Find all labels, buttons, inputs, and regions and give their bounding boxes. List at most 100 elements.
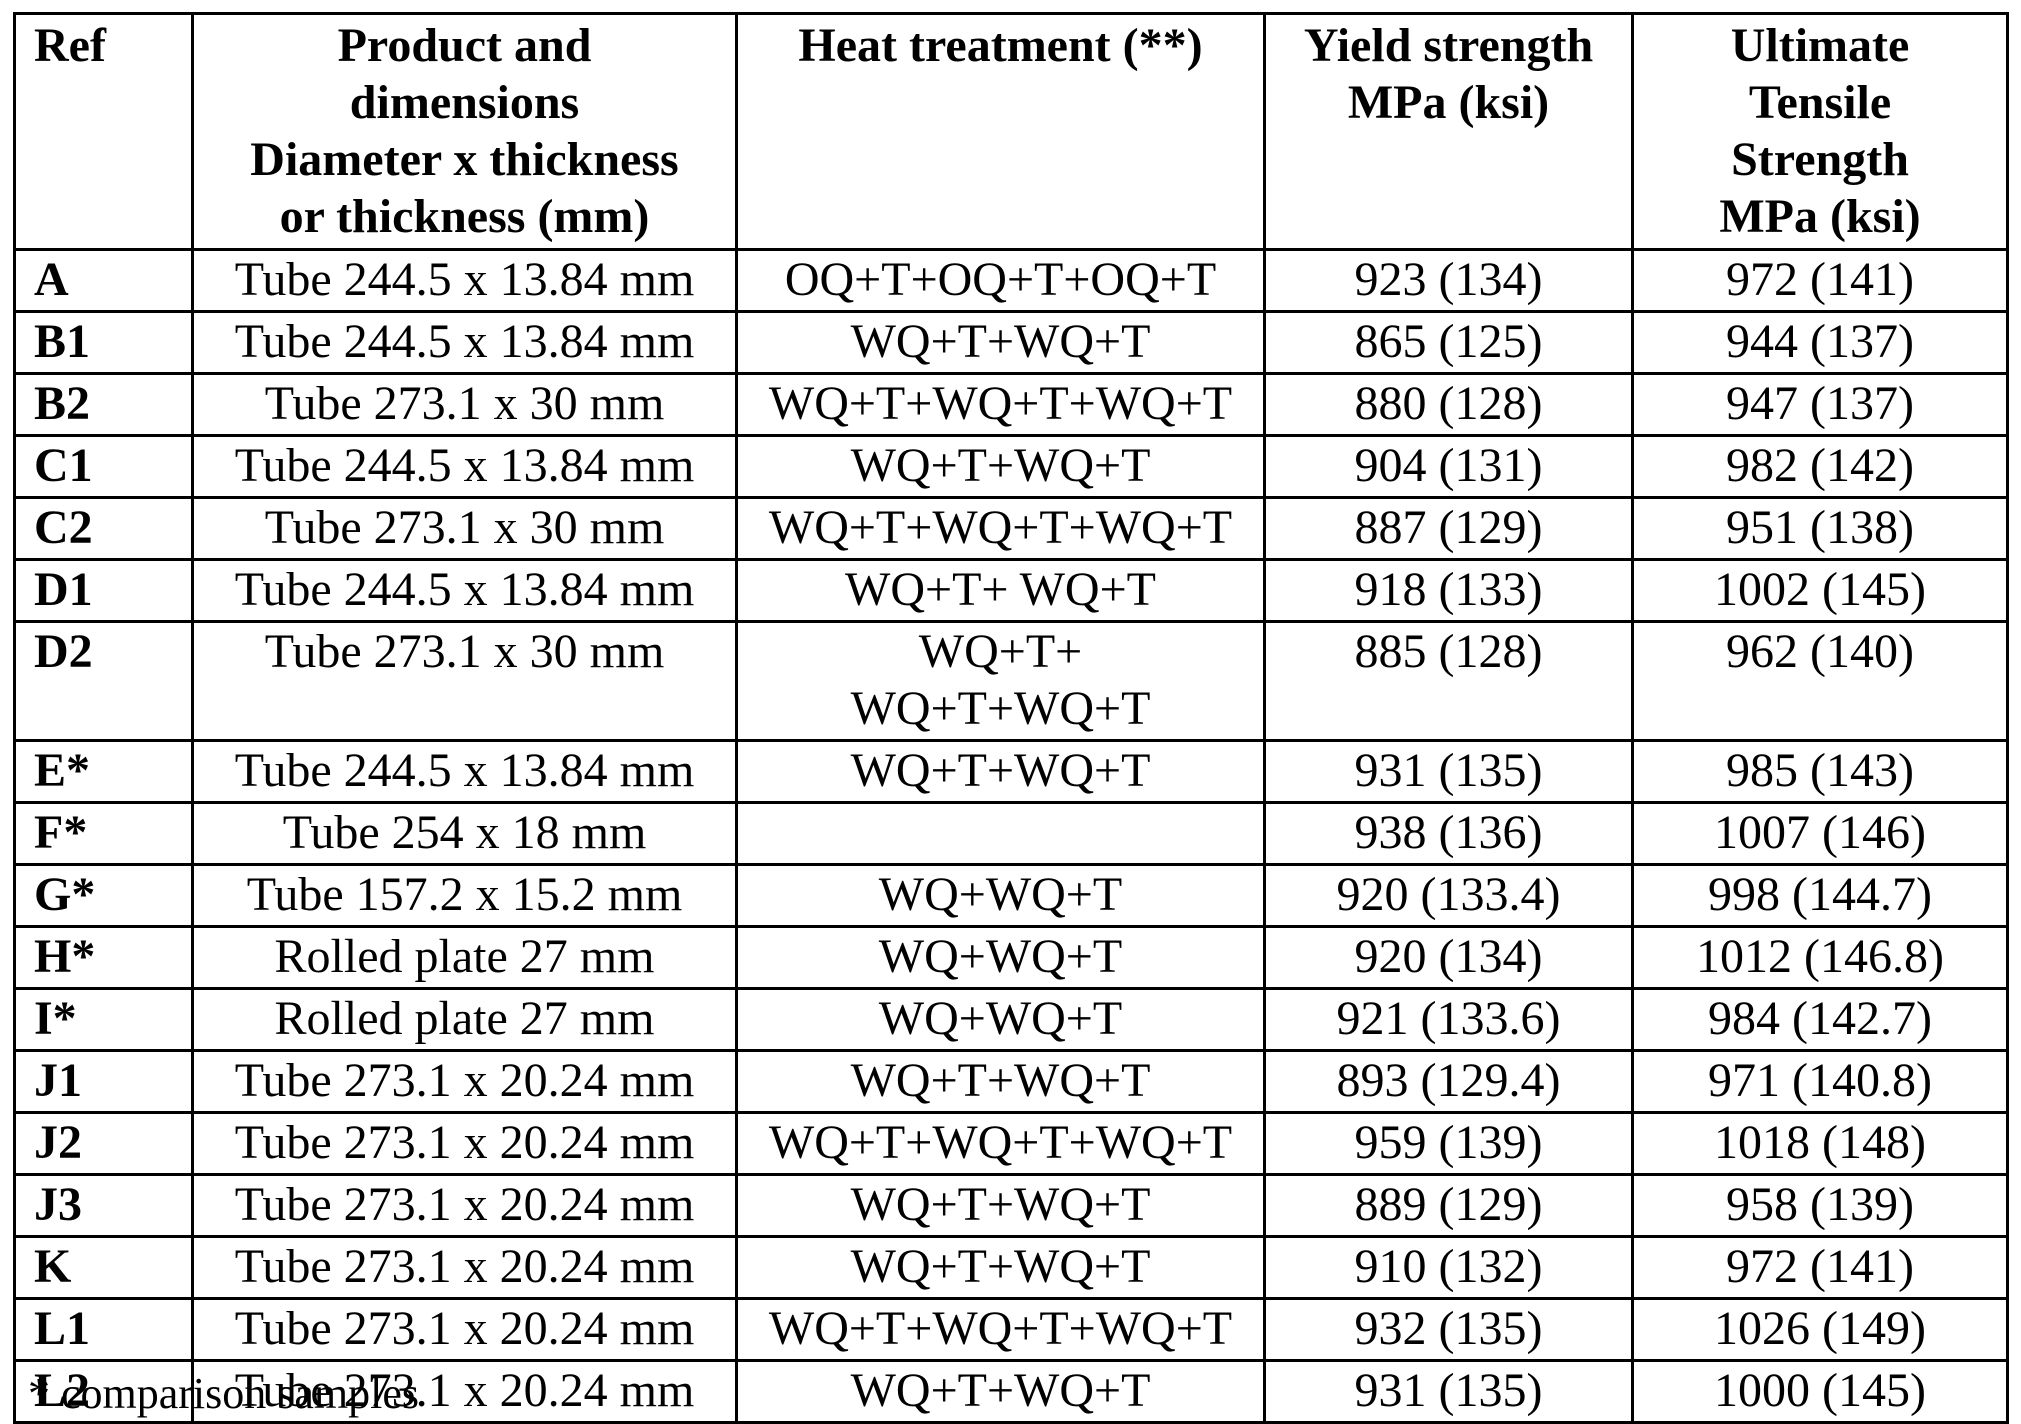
cell-product: Rolled plate 27 mm [193, 927, 737, 989]
cell-heat-treatment: WQ+T+WQ+T+WQ+T [737, 622, 1265, 741]
cell-yield-strength-text: 932 (135) [1274, 1300, 1623, 1357]
cell-heat-treatment-text: WQ+T+WQ+T [746, 1362, 1255, 1419]
cell-ref-text: G* [34, 866, 183, 923]
cell-product: Tube 273.1 x 20.24 mm [193, 1051, 737, 1113]
cell-product: Tube 254 x 18 mm [193, 803, 737, 865]
footnote: * comparison samples [28, 1372, 419, 1416]
cell-ultimate-tensile-strength-text: 998 (144.7) [1642, 866, 1998, 923]
cell-ref-text: C2 [34, 499, 183, 556]
mechanical-properties-table: Ref Product and dimensions Diameter x th… [13, 12, 2009, 1424]
cell-ref: C2 [15, 498, 193, 560]
cell-heat-treatment: OQ+T+OQ+T+OQ+T [737, 250, 1265, 312]
cell-heat-treatment-text: WQ+T+ WQ+T [746, 561, 1255, 618]
header-product-line: Diameter x thickness [202, 131, 727, 188]
table-body: ATube 244.5 x 13.84 mmOQ+T+OQ+T+OQ+T923 … [15, 250, 2008, 1423]
table-row: D1Tube 244.5 x 13.84 mmWQ+T+ WQ+T918 (13… [15, 560, 2008, 622]
cell-heat-treatment-text: WQ+T+WQ+T+WQ+T [746, 499, 1255, 556]
cell-ref: B1 [15, 312, 193, 374]
header-row: Ref Product and dimensions Diameter x th… [15, 14, 2008, 250]
cell-ultimate-tensile-strength: 1018 (148) [1633, 1113, 2008, 1175]
cell-product-text: Tube 244.5 x 13.84 mm [202, 313, 727, 370]
cell-ultimate-tensile-strength-text: 1007 (146) [1642, 804, 1998, 861]
cell-ref-text: H* [34, 928, 183, 985]
cell-heat-treatment-text: WQ+T+WQ+T [746, 437, 1255, 494]
cell-heat-treatment-text: WQ+WQ+T [746, 990, 1255, 1047]
cell-ultimate-tensile-strength: 972 (141) [1633, 1237, 2008, 1299]
cell-ref: B2 [15, 374, 193, 436]
cell-yield-strength: 938 (136) [1265, 803, 1633, 865]
cell-heat-treatment-text: WQ+WQ+T [746, 928, 1255, 985]
cell-yield-strength: 920 (133.4) [1265, 865, 1633, 927]
header-ultimate-tensile-strength: Ultimate Tensile Strength MPa (ksi) [1633, 14, 2008, 250]
cell-heat-treatment-text: WQ+T+WQ+T [746, 1176, 1255, 1233]
cell-yield-strength-text: 880 (128) [1274, 375, 1623, 432]
cell-product-text: Tube 273.1 x 20.24 mm [202, 1238, 727, 1295]
cell-ultimate-tensile-strength: 1012 (146.8) [1633, 927, 2008, 989]
cell-yield-strength: 910 (132) [1265, 1237, 1633, 1299]
cell-yield-strength-text: 931 (135) [1274, 742, 1623, 799]
cell-product: Tube 273.1 x 30 mm [193, 622, 737, 741]
cell-product-text: Tube 273.1 x 30 mm [202, 375, 727, 432]
cell-yield-strength: 932 (135) [1265, 1299, 1633, 1361]
table-row: B1Tube 244.5 x 13.84 mmWQ+T+WQ+T865 (125… [15, 312, 2008, 374]
cell-heat-treatment: WQ+T+WQ+T+WQ+T [737, 374, 1265, 436]
cell-ultimate-tensile-strength: 962 (140) [1633, 622, 2008, 741]
cell-ultimate-tensile-strength: 985 (143) [1633, 741, 2008, 803]
cell-yield-strength-text: 938 (136) [1274, 804, 1623, 861]
cell-product: Tube 244.5 x 13.84 mm [193, 250, 737, 312]
cell-ref: D2 [15, 622, 193, 741]
cell-ref: J2 [15, 1113, 193, 1175]
table-row: C1Tube 244.5 x 13.84 mmWQ+T+WQ+T904 (131… [15, 436, 2008, 498]
cell-ultimate-tensile-strength-text: 1000 (145) [1642, 1362, 1998, 1419]
cell-product-text: Tube 157.2 x 15.2 mm [202, 866, 727, 923]
cell-ref: A [15, 250, 193, 312]
cell-ref-text: J1 [34, 1052, 183, 1109]
cell-heat-treatment: WQ+T+WQ+T [737, 1175, 1265, 1237]
header-product-line: dimensions [202, 74, 727, 131]
cell-yield-strength: 918 (133) [1265, 560, 1633, 622]
cell-heat-treatment-text: WQ+T+WQ+T [746, 1052, 1255, 1109]
cell-yield-strength: 887 (129) [1265, 498, 1633, 560]
cell-heat-treatment-text: WQ+T+WQ+T [746, 1238, 1255, 1295]
cell-ultimate-tensile-strength: 1000 (145) [1633, 1361, 2008, 1423]
cell-yield-strength-text: 893 (129.4) [1274, 1052, 1623, 1109]
cell-yield-strength: 921 (133.6) [1265, 989, 1633, 1051]
table-row: H*Rolled plate 27 mmWQ+WQ+T920 (134)1012… [15, 927, 2008, 989]
table-row: C2Tube 273.1 x 30 mmWQ+T+WQ+T+WQ+T887 (1… [15, 498, 2008, 560]
cell-product-text: Tube 273.1 x 20.24 mm [202, 1052, 727, 1109]
cell-ultimate-tensile-strength-text: 951 (138) [1642, 499, 1998, 556]
cell-ref-text: A [34, 251, 183, 308]
cell-ref: J3 [15, 1175, 193, 1237]
cell-ref: J1 [15, 1051, 193, 1113]
cell-product: Tube 273.1 x 20.24 mm [193, 1237, 737, 1299]
cell-yield-strength-text: 918 (133) [1274, 561, 1623, 618]
cell-ref: I* [15, 989, 193, 1051]
header-product-line: Product and [202, 17, 727, 74]
cell-ref: K [15, 1237, 193, 1299]
cell-ultimate-tensile-strength: 951 (138) [1633, 498, 2008, 560]
cell-ultimate-tensile-strength-text: 985 (143) [1642, 742, 1998, 799]
cell-ultimate-tensile-strength: 971 (140.8) [1633, 1051, 2008, 1113]
header-yield-strength: Yield strength MPa (ksi) [1265, 14, 1633, 250]
cell-ultimate-tensile-strength-text: 958 (139) [1642, 1176, 1998, 1233]
table-row: I*Rolled plate 27 mmWQ+WQ+T921 (133.6)98… [15, 989, 2008, 1051]
cell-ultimate-tensile-strength-text: 1012 (146.8) [1642, 928, 1998, 985]
table-row: KTube 273.1 x 20.24 mm WQ+T+WQ+T910 (132)… [15, 1237, 2008, 1299]
cell-heat-treatment-text: OQ+T+OQ+T+OQ+T [746, 251, 1255, 308]
cell-yield-strength: 889 (129) [1265, 1175, 1633, 1237]
cell-yield-strength: 959 (139) [1265, 1113, 1633, 1175]
cell-product-text: Tube 244.5 x 13.84 mm [202, 561, 727, 618]
cell-heat-treatment: WQ+WQ+T [737, 927, 1265, 989]
table-row: D2Tube 273.1 x 30 mmWQ+T+WQ+T+WQ+T885 (1… [15, 622, 2008, 741]
cell-heat-treatment: WQ+T+WQ+T+WQ+T [737, 1113, 1265, 1175]
cell-ref-text: L1 [34, 1300, 183, 1357]
cell-yield-strength: 880 (128) [1265, 374, 1633, 436]
cell-ultimate-tensile-strength-text: 972 (141) [1642, 1238, 1998, 1295]
cell-heat-treatment: WQ+T+WQ+T+WQ+T [737, 1299, 1265, 1361]
cell-yield-strength-text: 887 (129) [1274, 499, 1623, 556]
cell-product-text: Rolled plate 27 mm [202, 990, 727, 1047]
cell-ultimate-tensile-strength-text: 972 (141) [1642, 251, 1998, 308]
cell-ultimate-tensile-strength: 1026 (149) [1633, 1299, 2008, 1361]
cell-product: Tube 244.5 x 13.84 mm [193, 560, 737, 622]
cell-ref: C1 [15, 436, 193, 498]
